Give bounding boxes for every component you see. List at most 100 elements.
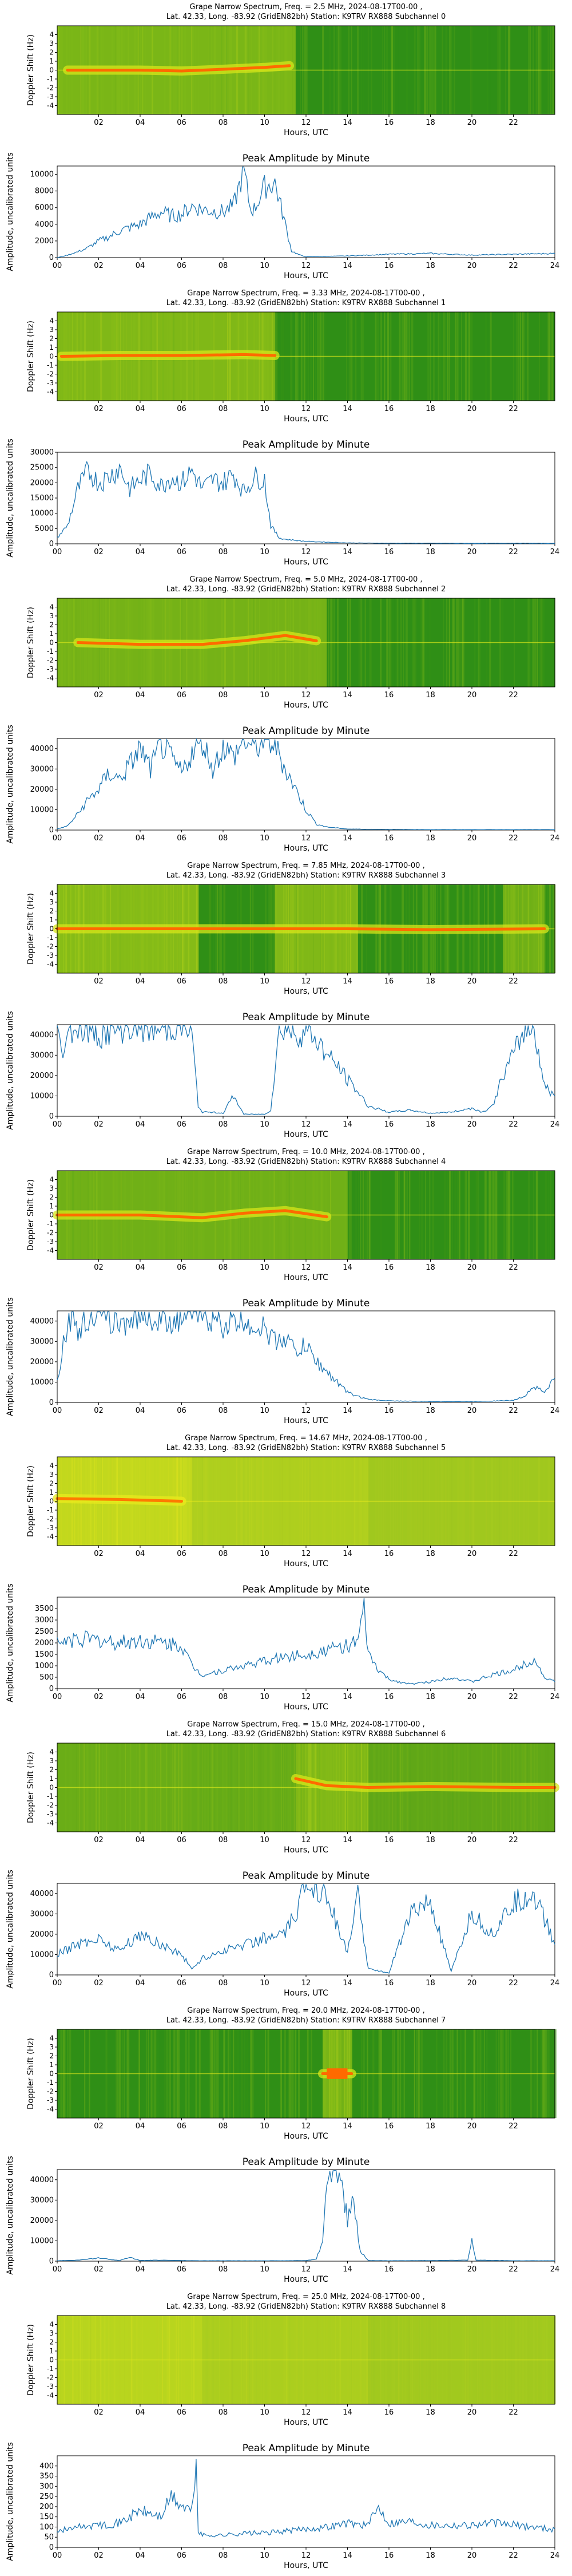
- amplitude-xtick-label: 06: [177, 2551, 186, 2560]
- spectrum-ytick-label: -3: [47, 2383, 54, 2391]
- amplitude-chart: Peak Amplitude by Minute0200040006000800…: [6, 152, 559, 280]
- amplitude-ytick-label: 40000: [30, 745, 54, 753]
- amplitude-xtick-label: 20: [467, 1693, 477, 1701]
- amplitude-ytick-label: 30000: [30, 765, 54, 773]
- spectrum-xtick-label: 08: [219, 405, 228, 413]
- spectrum-ytick-label: 2: [49, 2338, 54, 2346]
- spectrum-ytick-label: -4: [47, 2105, 54, 2113]
- amplitude-xtick-label: 08: [219, 1406, 228, 1415]
- amplitude-xtick-label: 10: [260, 2551, 269, 2560]
- amplitude-xtick-label: 14: [343, 1693, 352, 1701]
- amplitude-xlabel: Hours, UTC: [284, 1416, 328, 1425]
- channel-4: Grape Narrow Spectrum, Freq. = 10.0 MHz,…: [6, 1148, 559, 1425]
- amplitude-title: Peak Amplitude by Minute: [243, 1012, 370, 1023]
- spectrum-xtick-label: 20: [467, 2122, 477, 2131]
- spectrum-xtick-label: 10: [260, 1836, 269, 1844]
- amplitude-xtick-label: 02: [94, 1120, 104, 1129]
- spectrum-subtitle: Lat. 42.33, Long. -83.92 (GridEN82bh) St…: [166, 13, 446, 21]
- amplitude-xtick-label: 06: [177, 262, 186, 270]
- amplitude-xtick-label: 12: [301, 1120, 311, 1129]
- spectrum-ytick-label: -2: [47, 1515, 54, 1523]
- amplitude-xtick-label: 18: [426, 1120, 435, 1129]
- amplitude-xtick-label: 04: [136, 2551, 145, 2560]
- spectrum-ytick-label: 3: [49, 1471, 54, 1479]
- spectrum-subtitle: Lat. 42.33, Long. -83.92 (GridEN82bh) St…: [166, 871, 446, 880]
- amplitude-ytick-label: 0: [49, 2257, 54, 2266]
- amplitude-xtick-label: 04: [136, 262, 145, 270]
- spectrogram-texture: [554, 2029, 557, 2118]
- spectrum-xlabel: Hours, UTC: [284, 701, 328, 710]
- amplitude-xlabel: Hours, UTC: [284, 2561, 328, 2570]
- spectrum-xtick-label: 22: [509, 405, 518, 413]
- spectrum-ytick-label: 4: [49, 2321, 54, 2329]
- spectrum-xtick-label: 20: [467, 1263, 477, 1272]
- amplitude-ytick-label: 30000: [30, 1051, 54, 1060]
- amplitude-xlabel: Hours, UTC: [284, 271, 328, 280]
- spectrum-ytick-label: 0: [49, 2356, 54, 2364]
- amplitude-xtick-label: 04: [136, 2265, 145, 2274]
- channel-5: Grape Narrow Spectrum, Freq. = 14.67 MHz…: [6, 1434, 559, 1712]
- spectrum-xtick-label: 16: [384, 118, 394, 127]
- amplitude-xtick-label: 00: [53, 834, 62, 843]
- spectrum-ytick-label: 4: [49, 890, 54, 898]
- spectrum-ytick-label: -1: [47, 361, 54, 369]
- spectrum-xtick-label: 08: [219, 1263, 228, 1272]
- amplitude-xtick-label: 12: [301, 1979, 311, 1988]
- spectrum-xtick-label: 06: [177, 1263, 186, 1272]
- amplitude-chart: Peak Amplitude by Minute0501001502002503…: [6, 2442, 559, 2570]
- amplitude-xtick-label: 00: [53, 1693, 62, 1701]
- spectrum-title: Grape Narrow Spectrum, Freq. = 2.5 MHz, …: [189, 3, 422, 11]
- spectrum-xtick-label: 12: [301, 977, 311, 986]
- amplitude-ytick-label: 50: [44, 2533, 54, 2542]
- amplitude-xtick-label: 12: [301, 262, 311, 270]
- amplitude-ytick-label: 10000: [30, 1092, 54, 1100]
- spectrum-ytick-label: 4: [49, 1176, 54, 1184]
- amplitude-xtick-label: 22: [509, 1693, 518, 1701]
- amplitude-ylabel: Amplitude, uncalibrated units: [6, 725, 15, 844]
- spectrum-xtick-label: 02: [94, 405, 104, 413]
- amplitude-xtick-label: 02: [94, 1406, 104, 1415]
- amplitude-xtick-label: 12: [301, 1693, 311, 1701]
- amplitude-ytick-label: 300: [39, 2482, 54, 2491]
- doppler-trace: [66, 64, 291, 73]
- spectrum-xtick-label: 02: [94, 1263, 104, 1272]
- spectrum-ytick-label: 0: [49, 2070, 54, 2078]
- channel-8: Grape Narrow Spectrum, Freq. = 25.0 MHz,…: [6, 2293, 559, 2570]
- amplitude-ytick-label: 2500: [35, 1627, 54, 1636]
- spectrum-ytick-label: -1: [47, 1792, 54, 1800]
- spectrum-xtick-label: 12: [301, 2408, 311, 2417]
- amplitude-ytick-label: 30000: [30, 1337, 54, 1346]
- spectrum-ytick-label: 1: [49, 2061, 54, 2069]
- spectrum-xtick-label: 10: [260, 1550, 269, 1558]
- amplitude-xtick-label: 02: [94, 1979, 104, 1988]
- amplitude-xtick-label: 06: [177, 1120, 186, 1129]
- amplitude-xtick-label: 00: [53, 1120, 62, 1129]
- spectrum-xtick-label: 02: [94, 1836, 104, 1844]
- spectrum-ylabel: Doppler Shift (Hz): [26, 321, 35, 392]
- spectrum-xtick-label: 06: [177, 977, 186, 986]
- spectrum-ytick-label: 2: [49, 621, 54, 629]
- amplitude-xtick-label: 24: [550, 262, 560, 270]
- spectrum-ytick-label: 1: [49, 343, 54, 351]
- amplitude-xtick-label: 04: [136, 1120, 145, 1129]
- amplitude-title: Peak Amplitude by Minute: [243, 2156, 370, 2168]
- spectrum-ytick-label: -3: [47, 1524, 54, 1532]
- amplitude-ytick-label: 2000: [35, 237, 54, 246]
- spectrum-xtick-label: 06: [177, 2122, 186, 2131]
- spectrum-ytick-label: -1: [47, 1506, 54, 1514]
- amplitude-xtick-label: 24: [550, 1979, 560, 1988]
- amplitude-ytick-label: 0: [49, 254, 54, 262]
- amplitude-xlabel: Hours, UTC: [284, 2275, 328, 2284]
- amplitude-line: [57, 1883, 555, 1974]
- amplitude-xtick-label: 00: [53, 2265, 62, 2274]
- amplitude-xtick-label: 20: [467, 2551, 477, 2560]
- amplitude-chart: Peak Amplitude by Minute0500100015002000…: [6, 1583, 559, 1712]
- spectrum-title: Grape Narrow Spectrum, Freq. = 25.0 MHz,…: [187, 2293, 424, 2301]
- spectrum-ytick-label: 2: [49, 49, 54, 57]
- channel-0: Grape Narrow Spectrum, Freq. = 2.5 MHz, …: [6, 3, 559, 280]
- spectrum-ytick-label: 0: [49, 1211, 54, 1219]
- amplitude-title: Peak Amplitude by Minute: [243, 725, 370, 737]
